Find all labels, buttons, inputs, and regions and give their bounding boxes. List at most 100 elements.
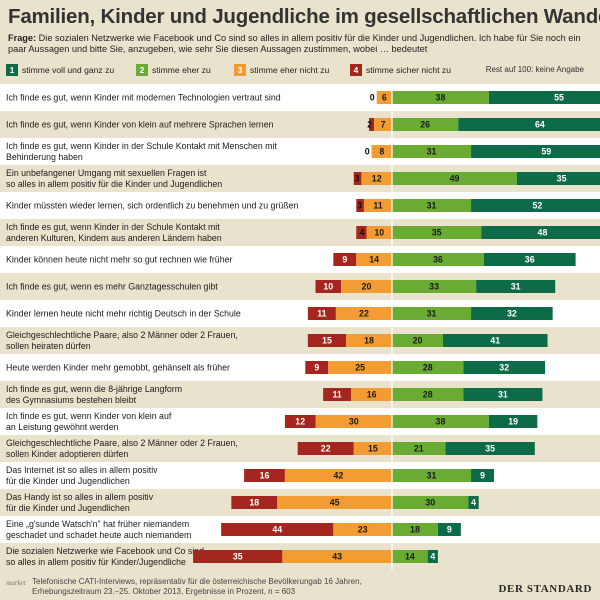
bar-sicher-nicht (297, 442, 354, 455)
data-label-eher-nicht: 23 (358, 525, 368, 535)
question-body: Die sozialen Netzwerke wie Facebook und … (8, 33, 581, 54)
table-row: Gleichgeschlechtliche Paare, also 2 Männ… (0, 327, 600, 354)
data-label-sicher-nicht: 15 (322, 336, 332, 346)
table-row: Kinder können heute nicht mehr so gut re… (0, 246, 600, 273)
legend-rest-note: Rest auf 100: keine Angabe (485, 65, 584, 74)
bar-voll (471, 145, 600, 158)
table-row: Ich finde es gut, wenn Kinder in der Sch… (0, 138, 600, 165)
row-label: sollen heiraten dürfen (6, 341, 91, 351)
data-label-eher: 18 (410, 525, 420, 535)
data-label-voll: 52 (532, 201, 542, 211)
bar-eher (392, 361, 464, 374)
row-label: sollen Kinder adoptieren dürfen (6, 449, 128, 459)
legend-swatch-2: 2 (136, 63, 148, 76)
bar-eher (392, 226, 482, 239)
data-label-sicher-nicht: 0 (365, 147, 370, 157)
data-label-eher-nicht: 18 (364, 336, 374, 346)
bar-voll (516, 172, 600, 185)
table-row: Das Internet ist so alles in allem posit… (0, 462, 600, 489)
bar-eher-nicht (376, 91, 392, 104)
bar-voll (437, 523, 461, 536)
bar-eher-nicht (346, 334, 392, 347)
page-title: Familien, Kinder und Jugendliche im gese… (8, 5, 600, 28)
data-label-eher-nicht: 12 (372, 174, 382, 184)
legend-item-voll: 1 stimme voll und ganz zu (6, 63, 114, 77)
bar-eher-nicht (351, 388, 392, 401)
data-label-voll: 4 (471, 498, 476, 508)
data-label-voll: 55 (554, 93, 564, 103)
data-label-eher: 35 (432, 228, 442, 238)
data-label-voll: 41 (490, 336, 500, 346)
bar-sicher-nicht (221, 523, 334, 536)
source-line-1: Telefonische CATI-Interviews, repräsenta… (32, 577, 362, 586)
bar-sicher-nicht (356, 199, 364, 212)
data-label-eher-nicht: 42 (334, 471, 344, 481)
data-label-sicher-nicht: 35 (233, 552, 243, 562)
data-label-eher: 31 (427, 309, 437, 319)
bar-eher (392, 442, 446, 455)
data-label-eher: 49 (450, 174, 460, 184)
bar-sicher-nicht (333, 253, 357, 266)
bar-eher-nicht (284, 469, 392, 482)
row-label: Kinder lernen heute nicht mehr richtig D… (6, 309, 241, 319)
bar-eher (392, 253, 484, 266)
bar-voll (488, 415, 538, 428)
table-row: Ich finde es gut, wenn es mehr Ganztages… (0, 273, 600, 300)
bar-voll (471, 199, 600, 212)
data-label-eher: 30 (425, 498, 435, 508)
bar-eher-nicht (374, 118, 392, 131)
bar-sicher-nicht (315, 280, 341, 293)
bar-eher-nicht (366, 226, 392, 239)
data-label-voll: 48 (538, 228, 548, 238)
row-label: so alles in allem positiv für die Kinder… (6, 179, 222, 189)
data-label-eher-nicht: 43 (332, 552, 342, 562)
bar-eher (392, 91, 489, 104)
bar-voll (481, 226, 600, 239)
data-label-voll: 31 (498, 390, 508, 400)
data-label-voll: 35 (485, 444, 495, 454)
data-label-sicher-nicht: 9 (314, 363, 319, 373)
data-label-eher-nicht: 7 (381, 120, 386, 130)
bar-eher (392, 496, 469, 509)
bar-voll (427, 550, 438, 563)
table-row: Gleichgeschlechtliche Paare, also 2 Männ… (0, 435, 600, 462)
legend-label-1: stimme voll und ganz zu (22, 65, 115, 75)
bar-eher-nicht (363, 199, 392, 212)
table-row: Ich finde es gut, wenn Kinder von klein … (0, 111, 600, 138)
bar-eher (392, 550, 428, 563)
table-row: Heute werden Kinder mehr gemobbt, gehäns… (0, 354, 600, 381)
data-label-eher-nicht: 15 (368, 444, 378, 454)
data-label-sicher-nicht: 2 (367, 120, 372, 130)
bar-voll (463, 361, 545, 374)
row-label: Kinder können heute nicht mehr so gut re… (6, 255, 232, 265)
data-label-eher: 38 (436, 93, 446, 103)
row-label: geschadet und schadet heute auch niemand… (6, 530, 191, 540)
question-text: Frage: Die sozialen Netzwerke wie Facebo… (8, 33, 594, 55)
data-label-eher-nicht: 30 (349, 417, 359, 427)
legend-item-sicher-nicht: 4 stimme sicher nicht zu (350, 63, 451, 77)
bar-voll (483, 253, 576, 266)
legend-item-eher-nicht: 3 stimme eher nicht zu (234, 63, 329, 77)
data-label-eher-nicht: 6 (382, 93, 387, 103)
market-logo: market (6, 579, 26, 587)
bar-eher (392, 280, 477, 293)
data-label-sicher-nicht: 3 (354, 174, 359, 184)
data-label-sicher-nicht: 3 (357, 201, 362, 211)
data-label-eher-nicht: 11 (373, 201, 382, 211)
data-label-eher: 31 (427, 471, 437, 481)
data-label-eher: 26 (420, 120, 430, 130)
legend-swatch-1: 1 (6, 63, 18, 76)
bar-eher-nicht (356, 253, 392, 266)
row-label: Behinderung haben (6, 152, 83, 162)
data-label-sicher-nicht: 16 (260, 471, 270, 481)
legend-label-2: stimme eher zu (152, 65, 211, 75)
table-row: Die sozialen Netzwerke wie Facebook und … (0, 543, 600, 570)
bar-voll (463, 388, 543, 401)
bar-eher-nicht (335, 307, 392, 320)
bar-sicher-nicht (323, 388, 352, 401)
bar-voll (443, 334, 548, 347)
bar-eher-nicht (341, 280, 392, 293)
row-label: Ich finde es gut, wenn Kinder in der Sch… (6, 141, 277, 151)
bar-voll (445, 442, 535, 455)
source-line-2: Erhebungszeitraum 23.–25. Oktober 2013, … (32, 587, 296, 596)
